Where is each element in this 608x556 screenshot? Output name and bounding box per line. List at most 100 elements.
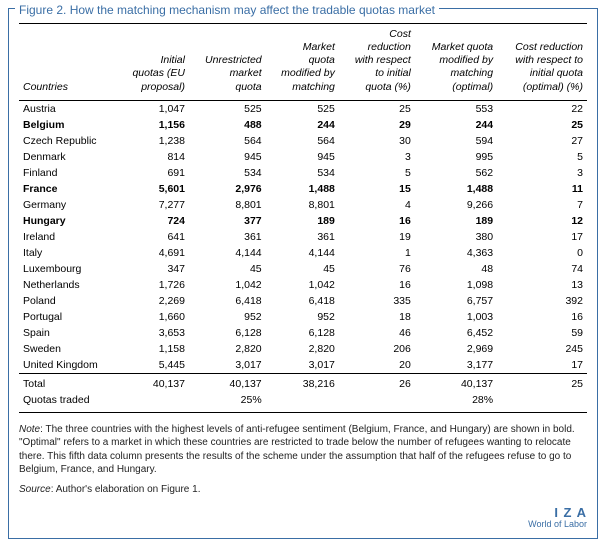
cell-value: 17 <box>497 357 587 374</box>
cell-value: 76 <box>339 261 415 277</box>
cell-value: 1,047 <box>117 100 189 117</box>
cell-value: 16 <box>339 213 415 229</box>
table-totals-row: Total40,13740,13738,2162640,13725 <box>19 373 587 392</box>
quota-table: Countries Initialquotas (EUproposal) Unr… <box>19 23 587 413</box>
cell-value: 206 <box>339 341 415 357</box>
table-row: Spain3,6536,1286,128466,45259 <box>19 325 587 341</box>
cell-value: 1,042 <box>189 277 266 293</box>
table-header: Countries Initialquotas (EUproposal) Unr… <box>19 24 587 101</box>
cell-country: Sweden <box>19 341 117 357</box>
cell-value: 11 <box>497 181 587 197</box>
cell-country: Finland <box>19 165 117 181</box>
table-row: Poland2,2696,4186,4183356,757392 <box>19 293 587 309</box>
cell-value: 1,488 <box>266 181 339 197</box>
cell-country: Portugal <box>19 309 117 325</box>
cell-value: 995 <box>415 149 497 165</box>
cell-country: Hungary <box>19 213 117 229</box>
footer-world-of-labor: World of Labor <box>19 520 587 530</box>
table-row: Finland69153453455623 <box>19 165 587 181</box>
table-row: Sweden1,1582,8202,8202062,969245 <box>19 341 587 357</box>
cell-value: 3,017 <box>266 357 339 374</box>
table-row: Belgium1,1564882442924425 <box>19 117 587 133</box>
cell-value: 16 <box>339 277 415 293</box>
cell-value: 564 <box>189 133 266 149</box>
cell-value: 1,003 <box>415 309 497 325</box>
cell-value: 2,976 <box>189 181 266 197</box>
source-label: Source <box>19 484 51 495</box>
cell-total-value: 40,137 <box>117 373 189 392</box>
cell-country: Belgium <box>19 117 117 133</box>
cell-value: 1,238 <box>117 133 189 149</box>
cell-value: 534 <box>189 165 266 181</box>
cell-value: 1,098 <box>415 277 497 293</box>
cell-value: 3,017 <box>189 357 266 374</box>
cell-value: 3 <box>497 165 587 181</box>
table-wrap: Countries Initialquotas (EUproposal) Unr… <box>9 9 597 419</box>
cell-value: 377 <box>189 213 266 229</box>
cell-value: 641 <box>117 229 189 245</box>
cell-value: 13 <box>497 277 587 293</box>
cell-value: 553 <box>415 100 497 117</box>
cell-value: 74 <box>497 261 587 277</box>
cell-value: 30 <box>339 133 415 149</box>
cell-country: Netherlands <box>19 277 117 293</box>
cell-value: 4,144 <box>266 245 339 261</box>
cell-value: 45 <box>189 261 266 277</box>
table-row: Portugal1,660952952181,00316 <box>19 309 587 325</box>
cell-value: 335 <box>339 293 415 309</box>
cell-value: 3,177 <box>415 357 497 374</box>
cell-value: 2,820 <box>266 341 339 357</box>
cell-value: 59 <box>497 325 587 341</box>
cell-value: 12 <box>497 213 587 229</box>
cell-value: 48 <box>415 261 497 277</box>
table-row: Luxembourg3474545764874 <box>19 261 587 277</box>
cell-value: 46 <box>339 325 415 341</box>
cell-value: 3 <box>339 149 415 165</box>
cell-country: Luxembourg <box>19 261 117 277</box>
cell-value: 29 <box>339 117 415 133</box>
cell-total-value: 40,137 <box>189 373 266 392</box>
cell-value: 19 <box>339 229 415 245</box>
cell-total-value <box>117 392 189 413</box>
cell-total-value: 28% <box>415 392 497 413</box>
cell-value: 4 <box>339 197 415 213</box>
cell-total-value <box>339 392 415 413</box>
cell-value: 952 <box>189 309 266 325</box>
cell-value: 691 <box>117 165 189 181</box>
header-countries: Countries <box>19 24 117 101</box>
cell-value: 6,418 <box>189 293 266 309</box>
cell-country: Czech Republic <box>19 133 117 149</box>
cell-value: 2,820 <box>189 341 266 357</box>
cell-value: 1,156 <box>117 117 189 133</box>
table-row: Germany7,2778,8018,80149,2667 <box>19 197 587 213</box>
cell-value: 1,660 <box>117 309 189 325</box>
cell-total-value: 26 <box>339 373 415 392</box>
cell-country: Poland <box>19 293 117 309</box>
cell-value: 594 <box>415 133 497 149</box>
header-col2: Unrestrictedmarketquota <box>189 24 266 101</box>
cell-country: Denmark <box>19 149 117 165</box>
cell-value: 724 <box>117 213 189 229</box>
cell-value: 9,266 <box>415 197 497 213</box>
cell-value: 245 <box>497 341 587 357</box>
header-col6: Cost reductionwith respect toinitial quo… <box>497 24 587 101</box>
table-row: Hungary7243771891618912 <box>19 213 587 229</box>
cell-value: 1,042 <box>266 277 339 293</box>
cell-value: 1,488 <box>415 181 497 197</box>
cell-value: 8,801 <box>266 197 339 213</box>
cell-value: 244 <box>266 117 339 133</box>
cell-value: 7,277 <box>117 197 189 213</box>
note-label: Note <box>19 424 40 435</box>
cell-value: 564 <box>266 133 339 149</box>
cell-total-value <box>266 392 339 413</box>
cell-value: 361 <box>189 229 266 245</box>
cell-value: 534 <box>266 165 339 181</box>
note-text-line: Note: The three countries with the highe… <box>19 423 587 477</box>
cell-value: 2,269 <box>117 293 189 309</box>
cell-total-value: 25% <box>189 392 266 413</box>
cell-total-value: 25 <box>497 373 587 392</box>
cell-value: 5,601 <box>117 181 189 197</box>
cell-total-value <box>497 392 587 413</box>
cell-value: 6,418 <box>266 293 339 309</box>
table-row: Denmark81494594539955 <box>19 149 587 165</box>
